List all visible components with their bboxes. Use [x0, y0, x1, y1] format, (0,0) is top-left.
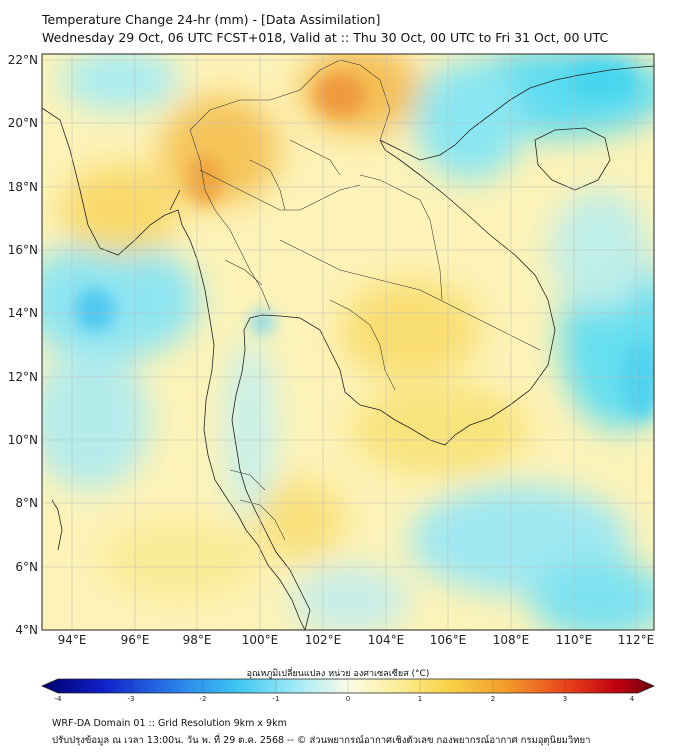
- colorbar-tick: 4: [630, 695, 635, 703]
- lat-tick: 4°N: [15, 623, 38, 637]
- lon-tick: 100°E: [242, 633, 279, 647]
- coastlines: [42, 65, 654, 630]
- province-borders: [189, 59, 541, 541]
- lon-axis: 94°E 96°E 98°E 100°E 102°E 104°E 106°E 1…: [58, 633, 655, 647]
- lon-tick: 112°E: [618, 633, 655, 647]
- lon-tick: 94°E: [58, 633, 87, 647]
- lat-tick: 12°N: [8, 370, 38, 384]
- lat-tick: 18°N: [8, 180, 38, 194]
- lat-tick: 14°N: [8, 306, 38, 320]
- lon-tick: 104°E: [368, 633, 405, 647]
- lon-tick: 110°E: [556, 633, 593, 647]
- colorbar-tick: -2: [200, 695, 207, 703]
- colorbar-tick: -1: [273, 695, 280, 703]
- lat-tick: 16°N: [8, 243, 38, 257]
- lon-tick: 108°E: [493, 633, 530, 647]
- map-frame: [41, 53, 655, 631]
- lat-axis: 4°N 6°N 8°N 10°N 12°N 14°N 16°N 18°N 20°…: [8, 53, 38, 637]
- map-subtitle: Wednesday 29 Oct, 06 UTC FCST+018, Valid…: [42, 30, 609, 45]
- colorbar-label: อุณหภูมิเปลี่ยนแปลง หน่วย องศาเซลเซียส (…: [246, 669, 430, 679]
- footer-update-info: ปรับปรุงข้อมูล ณ เวลา 13:00น. วัน พ. ที่…: [52, 735, 591, 746]
- colorbar-tick: 1: [418, 695, 422, 703]
- colorbar-tick: 0: [346, 695, 350, 703]
- lon-tick: 98°E: [183, 633, 212, 647]
- footer-model-info: WRF-DA Domain 01 :: Grid Resolution 9km …: [52, 718, 287, 729]
- temperature-field: [42, 54, 654, 630]
- colorbar-ticks: -4 -3 -2 -1 0 1 2 3 4: [55, 695, 635, 703]
- lon-tick: 106°E: [430, 633, 467, 647]
- map-title: Temperature Change 24-hr (mm) - [Data As…: [42, 12, 381, 27]
- lat-tick: 8°N: [15, 496, 38, 510]
- colorbar: [41, 678, 655, 694]
- lon-tick: 102°E: [305, 633, 342, 647]
- colorbar-tick: -4: [55, 695, 63, 703]
- colorbar-tick: -3: [128, 695, 135, 703]
- lon-tick: 96°E: [121, 633, 150, 647]
- gridlines: [42, 54, 654, 630]
- colorbar-segments: [130, 679, 566, 693]
- lat-tick: 6°N: [15, 560, 38, 574]
- lat-tick: 20°N: [8, 116, 38, 130]
- lat-tick: 22°N: [8, 53, 38, 67]
- colorbar-tick: 2: [491, 695, 495, 703]
- lat-tick: 10°N: [8, 433, 38, 447]
- colorbar-tick: 3: [563, 695, 567, 703]
